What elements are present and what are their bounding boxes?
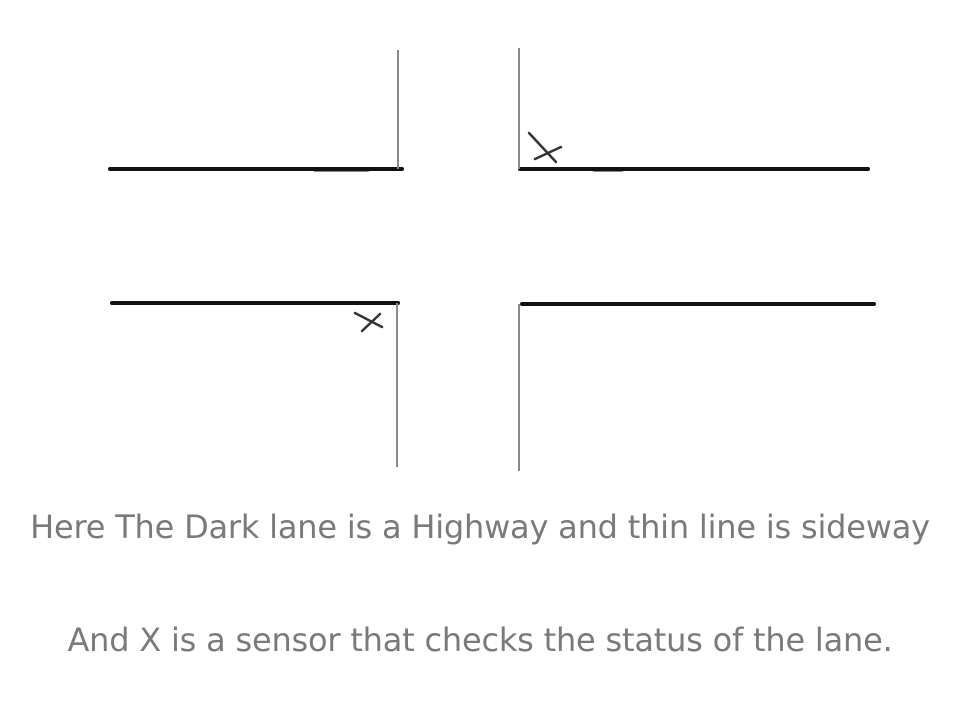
intersection-diagram: [0, 0, 960, 500]
sensor-x-top-right: [529, 133, 561, 162]
caption-sensor: And X is a sensor that checks the status…: [20, 618, 940, 662]
caption-highway-sideway: Here The Dark lane is a Highway and thin…: [20, 505, 940, 549]
sensor-x-bottom-left: [355, 313, 382, 331]
